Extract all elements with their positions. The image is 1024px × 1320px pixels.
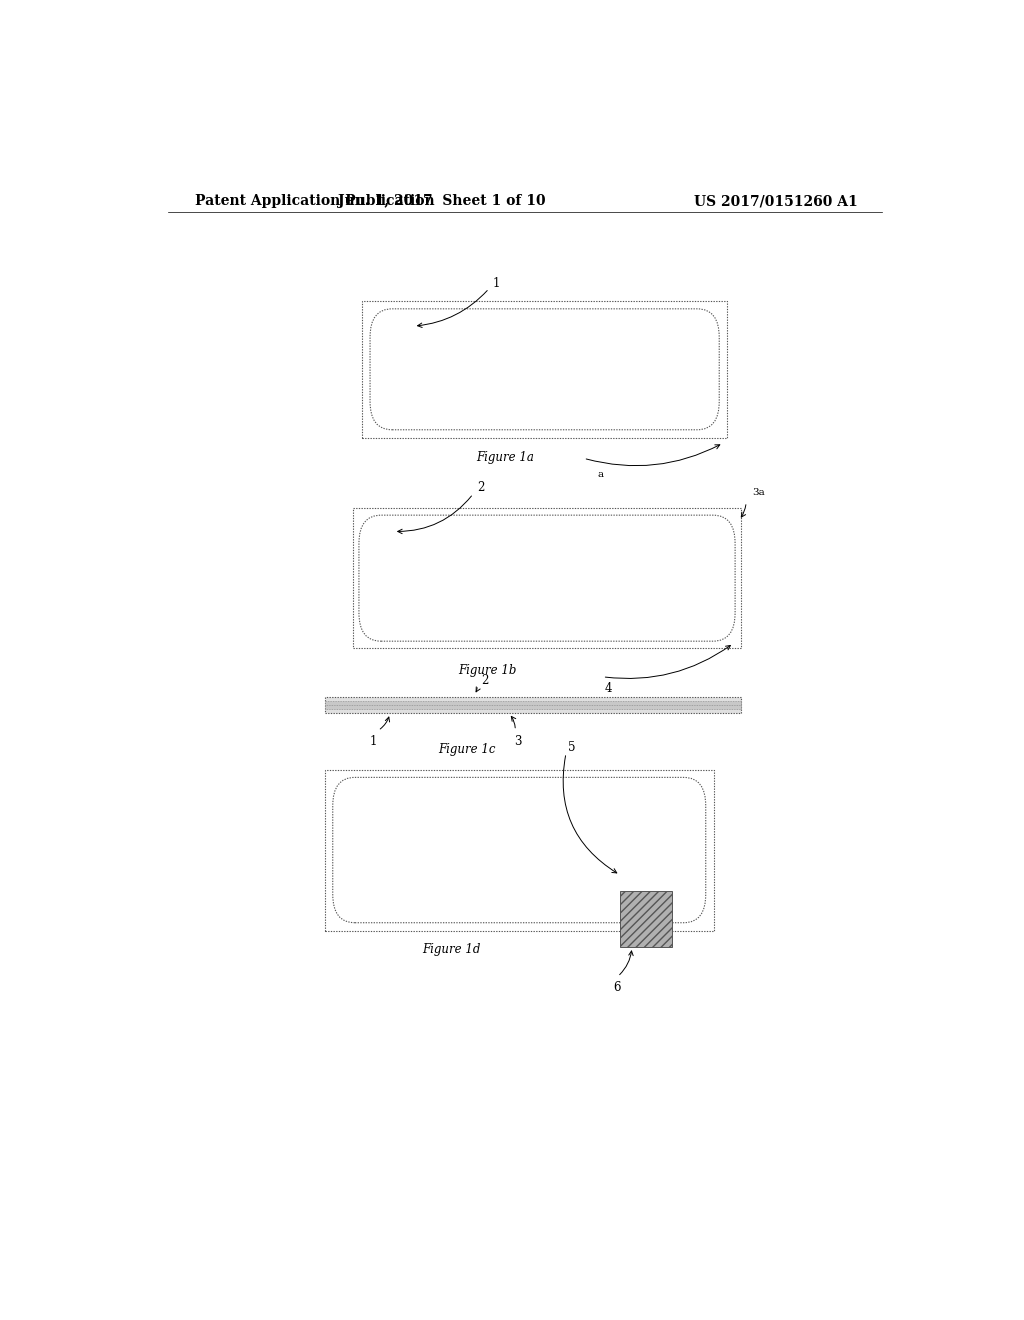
Text: Patent Application Publication: Patent Application Publication <box>196 194 435 209</box>
Bar <box>325 701 741 709</box>
Text: 3a: 3a <box>753 488 765 496</box>
Text: 1: 1 <box>370 735 378 748</box>
Text: Figure 1d: Figure 1d <box>423 942 481 956</box>
Bar <box>362 301 727 438</box>
Text: 6: 6 <box>613 981 622 994</box>
Text: US 2017/0151260 A1: US 2017/0151260 A1 <box>694 194 858 209</box>
Text: 2: 2 <box>477 482 484 494</box>
Bar <box>325 697 741 713</box>
Text: 2: 2 <box>481 675 488 688</box>
Text: 1: 1 <box>494 277 501 290</box>
Bar <box>352 508 741 648</box>
Text: Figure 1a: Figure 1a <box>476 451 534 465</box>
Text: 4: 4 <box>604 682 611 696</box>
Text: a: a <box>597 470 603 479</box>
Text: Figure 1c: Figure 1c <box>438 743 496 756</box>
Text: 3: 3 <box>514 735 522 748</box>
Text: Jun. 1, 2017  Sheet 1 of 10: Jun. 1, 2017 Sheet 1 of 10 <box>338 194 546 209</box>
Bar <box>620 891 672 948</box>
Bar <box>325 771 714 931</box>
Text: 5: 5 <box>568 742 575 755</box>
Text: Figure 1b: Figure 1b <box>459 664 517 677</box>
